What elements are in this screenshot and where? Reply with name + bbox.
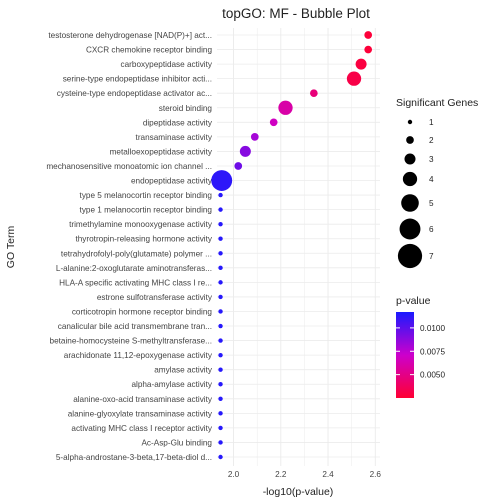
bubble-point xyxy=(218,192,223,198)
bubble-point xyxy=(239,145,251,157)
go-term-label: CXCR chemokine receptor binding xyxy=(86,46,213,55)
go-term-label: transaminase activity xyxy=(136,133,213,142)
x-tick-label: 2.2 xyxy=(275,470,287,479)
bubble-point xyxy=(218,265,223,271)
go-term-label: activating MHC class I receptor activity xyxy=(71,424,213,433)
color-legend-label: 0.0075 xyxy=(420,347,445,356)
bubble-point xyxy=(218,367,223,372)
color-legend-label: 0.0100 xyxy=(420,324,445,333)
go-term-label: alpha-amylase activity xyxy=(131,380,212,389)
size-legend-label: 2 xyxy=(429,136,434,145)
size-legend-label: 6 xyxy=(429,225,434,234)
go-term-label: Ac-Asp-Glu binding xyxy=(141,438,212,447)
size-legend-key xyxy=(401,194,419,212)
go-term-label: alanine-glyoxylate transaminase activity xyxy=(68,409,213,418)
go-term-label: steroid binding xyxy=(159,104,213,113)
x-axis-ticks: 2.0 2.2 2.4 2.6 xyxy=(228,470,382,479)
bubble-point xyxy=(218,352,223,358)
bubble-point xyxy=(218,323,223,329)
bubble-point xyxy=(218,309,223,314)
bubble-point xyxy=(218,294,223,300)
bubble-point xyxy=(269,118,278,127)
size-legend-key xyxy=(397,243,423,269)
bubble-point xyxy=(218,236,223,241)
bubble-point xyxy=(218,207,223,212)
size-legend-key xyxy=(402,171,418,187)
go-term-label: corticotropin hormone receptor binding xyxy=(72,307,213,316)
bubble-point xyxy=(250,133,259,141)
color-legend-label: 0.0050 xyxy=(420,371,445,380)
go-term-label: metalloexopeptidase activity xyxy=(110,147,213,156)
size-legend-key xyxy=(406,136,414,144)
bubble-point xyxy=(346,71,362,86)
go-term-label: mechanosensitive monoatomic ion channel … xyxy=(46,162,212,171)
bubble-point xyxy=(218,411,223,416)
go-term-label: arachidonate 11,12-epoxygenase activity xyxy=(64,351,213,360)
go-term-label: carboxypeptidase activity xyxy=(121,60,213,69)
size-legend-label: 3 xyxy=(429,155,434,164)
x-tick-label: 2.4 xyxy=(322,470,334,479)
go-term-labels: testosterone dehydrogenase [NAD(P)+] act… xyxy=(46,31,213,462)
bubble-point xyxy=(218,425,223,431)
go-term-label: amylase activity xyxy=(154,366,213,375)
go-term-label: type 5 melanocortin receptor binding xyxy=(80,191,213,200)
go-term-label: type 1 melanocortin receptor binding xyxy=(80,206,213,215)
go-term-label: 5-alpha-androstane-3-beta,17-beta-diol d… xyxy=(56,453,212,462)
size-legend-label: 4 xyxy=(429,175,434,184)
bubble-point xyxy=(310,89,318,98)
go-term-label: endopeptidase activity xyxy=(131,177,213,186)
bubble-point xyxy=(278,100,293,115)
size-legend-label: 5 xyxy=(429,199,434,208)
bubbles xyxy=(211,31,373,460)
chart-title: topGO: MF - Bubble Plot xyxy=(222,6,370,21)
size-legend-key xyxy=(404,153,416,165)
bubble-point xyxy=(234,162,243,170)
size-legend-key xyxy=(399,218,421,240)
size-legend-key xyxy=(407,119,413,125)
bubble-point xyxy=(211,170,233,191)
go-term-label: dipeptidase activity xyxy=(143,118,213,127)
color-legend-ticks: 0.0100 0.0075 0.0050 xyxy=(396,324,445,380)
grid xyxy=(217,28,380,466)
go-term-label: canalicular bile acid transmembrane tran… xyxy=(58,322,212,331)
go-term-label: cysteine-type endopeptidase activator ac… xyxy=(57,89,212,98)
bubble-point xyxy=(218,280,223,285)
size-legend-label: 7 xyxy=(429,252,434,261)
color-legend-title: p-value xyxy=(396,295,431,307)
bubble-point xyxy=(355,58,367,70)
bubble-point xyxy=(364,45,373,54)
go-term-label: HLA-A specific activating MHC class I re… xyxy=(59,278,212,287)
go-term-label: serine-type endopeptidase inhibitor acti… xyxy=(63,75,212,84)
go-term-label: tetrahydrofolyl-poly(glutamate) polymer … xyxy=(61,249,212,258)
bubble-point xyxy=(364,31,373,39)
x-tick-label: 2.6 xyxy=(370,470,382,479)
bubble-point xyxy=(218,221,223,227)
bubble-point xyxy=(218,454,223,460)
x-tick-label: 2.0 xyxy=(228,470,240,479)
color-bar xyxy=(396,312,414,398)
size-legend-title: Significant Genes xyxy=(396,97,478,109)
bubble-point xyxy=(218,382,223,387)
size-legend-label: 1 xyxy=(429,118,434,127)
go-term-label: betaine-homocysteine S-methyltransferase… xyxy=(50,337,212,346)
bubble-point xyxy=(218,251,223,256)
x-axis-title: -log10(p-value) xyxy=(263,486,334,498)
y-axis-title: GO Term xyxy=(5,226,17,269)
size-legend: 1 2 3 4 5 6 7 xyxy=(397,118,434,269)
go-term-label: estrone sulfotransferase activity xyxy=(97,293,213,302)
bubble-point xyxy=(218,440,223,445)
go-term-label: testosterone dehydrogenase [NAD(P)+] act… xyxy=(48,31,212,40)
bubble-point xyxy=(218,338,223,343)
bubble-point xyxy=(218,396,223,401)
go-term-label: thyrotropin-releasing hormone activity xyxy=(75,235,212,244)
go-term-label: L-alanine:2-oxoglutarate aminotransferas… xyxy=(56,264,212,273)
go-term-label: trimethylamine monooxygenase activity xyxy=(69,220,213,229)
go-term-label: alanine-oxo-acid transaminase activity xyxy=(73,395,213,404)
